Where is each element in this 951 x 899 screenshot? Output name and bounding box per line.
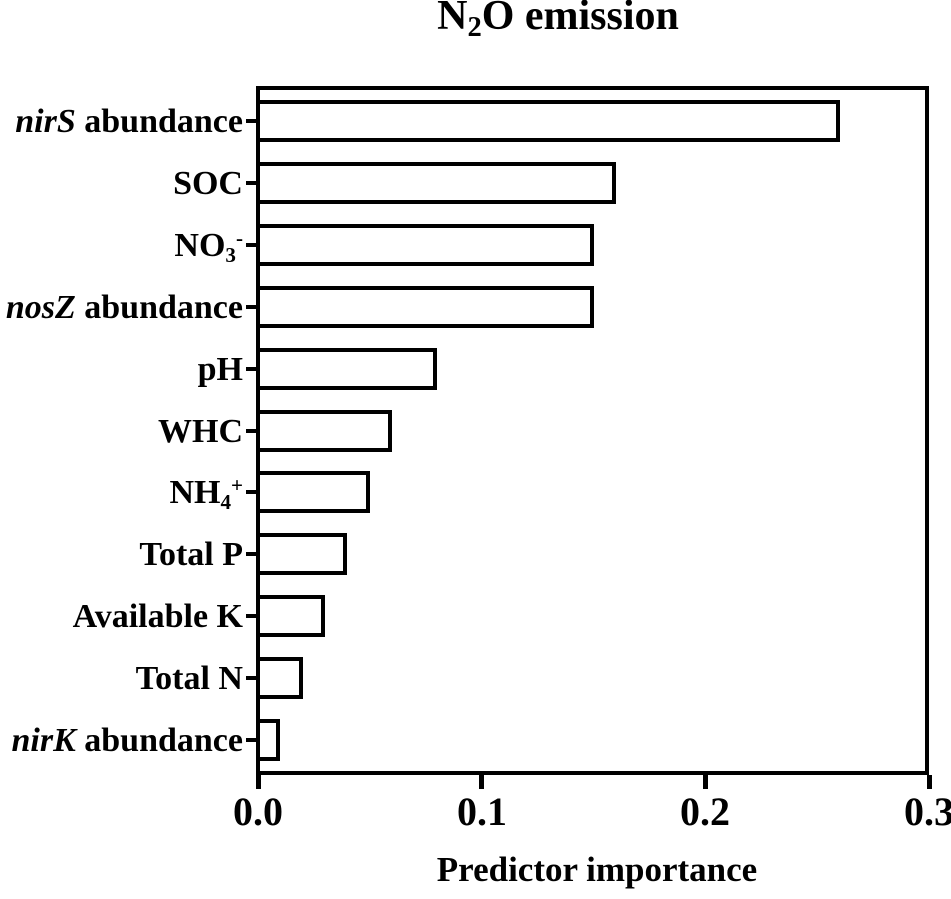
y-tick-label-nirs-abundance: nirS abundance (15, 103, 243, 140)
bar-soc (256, 162, 616, 204)
x-tick-0.2 (703, 775, 708, 789)
y-tick-whc (246, 429, 258, 433)
x-tick-0.1 (479, 775, 484, 789)
bar-whc (256, 410, 392, 452)
y-tick-no (246, 243, 258, 247)
x-tick-label-0.1: 0.1 (457, 789, 507, 834)
bar-ph (256, 348, 437, 390)
bar-nirk-abundance (256, 719, 280, 761)
y-tick-total-n (246, 676, 258, 680)
bar-total-p (256, 533, 347, 575)
y-tick-ph (246, 367, 258, 371)
y-tick-label-no: NO3- (174, 226, 243, 268)
y-tick-label-total-p: Total P (139, 536, 243, 573)
bar-nh (256, 471, 370, 513)
y-tick-label-nirk-abundance: nirK abundance (11, 722, 244, 759)
x-tick-label-0.0: 0.0 (233, 789, 283, 834)
y-tick-nirs-abundance (246, 119, 258, 123)
x-tick-0.3 (927, 775, 932, 789)
y-tick-label-available-k: Available K (72, 598, 243, 635)
x-tick-label-0.3: 0.3 (904, 789, 951, 834)
y-tick-nosz-abundance (246, 305, 258, 309)
y-tick-available-k (246, 614, 258, 618)
y-tick-label-total-n: Total N (135, 660, 243, 697)
x-tick-label-0.2: 0.2 (680, 789, 730, 834)
bar-total-n (256, 657, 303, 699)
y-tick-label-nh: NH4+ (169, 473, 243, 515)
y-tick-nh (246, 490, 258, 494)
x-tick-0.0 (256, 775, 261, 789)
y-tick-total-p (246, 552, 258, 556)
y-tick-label-whc: WHC (158, 413, 243, 450)
y-tick-nirk-abundance (246, 738, 258, 742)
y-tick-label-soc: SOC (173, 165, 243, 202)
y-tick-soc (246, 181, 258, 185)
y-tick-label-nosz-abundance: nosZ abundance (5, 289, 243, 326)
bar-nosz-abundance (256, 286, 594, 328)
x-axis-label: Predictor importance (436, 850, 758, 889)
chart-title: N2O emission (437, 0, 679, 44)
y-tick-label-ph: pH (197, 351, 243, 388)
bar-no (256, 224, 594, 266)
bar-available-k (256, 595, 325, 637)
bar-nirs-abundance (256, 100, 840, 142)
